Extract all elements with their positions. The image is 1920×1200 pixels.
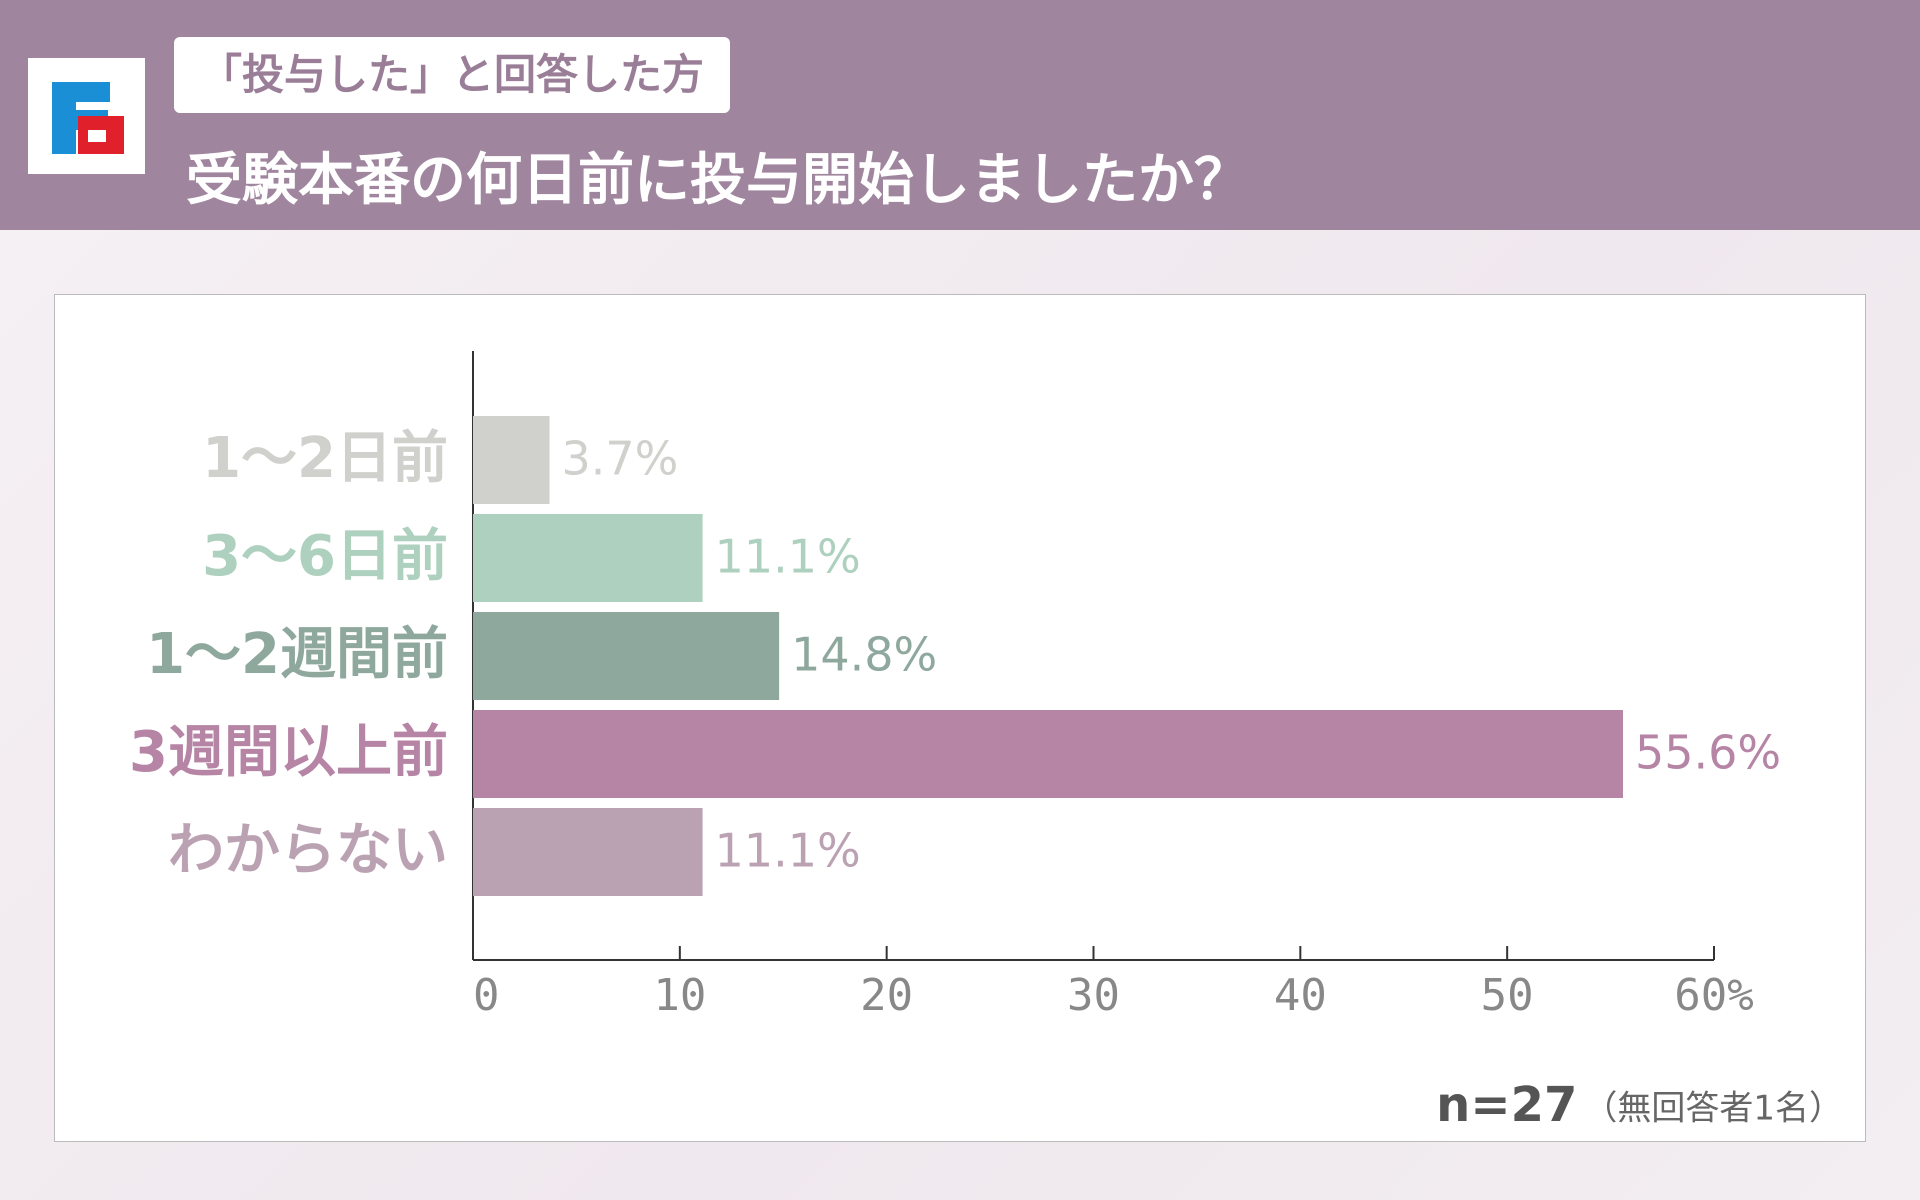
title: 受験本番の何日前に投与開始しましたか？ [186, 148, 1250, 213]
x-tick-label: 20 [860, 970, 913, 1021]
logo [28, 58, 145, 174]
bar [473, 808, 703, 896]
x-tick-label: 10 [653, 970, 706, 1021]
category-label: 3〜6日前 [202, 524, 448, 589]
value-label: 3.7% [562, 432, 679, 486]
note-detail: （無回答者1名） [1583, 1089, 1843, 1129]
x-tick-label: 60% [1674, 970, 1753, 1021]
category-label: 3週間以上前 [129, 720, 448, 785]
bar [473, 612, 780, 700]
x-tick-label: 40 [1274, 970, 1327, 1021]
logo-icon [52, 82, 124, 154]
bar [473, 416, 550, 504]
category-label: 1〜2日前 [202, 426, 448, 491]
category-label: わからない [168, 818, 448, 883]
x-tick-label: 0 [473, 970, 500, 1021]
category-label: 1〜2週間前 [146, 622, 448, 687]
x-tick-label: 30 [1067, 970, 1120, 1021]
header: 「投与した」と回答した方 受験本番の何日前に投与開始しましたか？ [0, 0, 1920, 230]
bar [473, 514, 703, 602]
value-label: 14.8% [791, 628, 937, 682]
x-tick-label: 50 [1481, 970, 1534, 1021]
value-label: 11.1% [715, 824, 861, 878]
bar [473, 710, 1623, 798]
note: n=27 [1436, 1077, 1577, 1133]
value-label: 11.1% [715, 530, 861, 584]
subtitle: 「投与した」と回答した方 [174, 37, 730, 113]
value-label: 55.6% [1635, 726, 1781, 780]
